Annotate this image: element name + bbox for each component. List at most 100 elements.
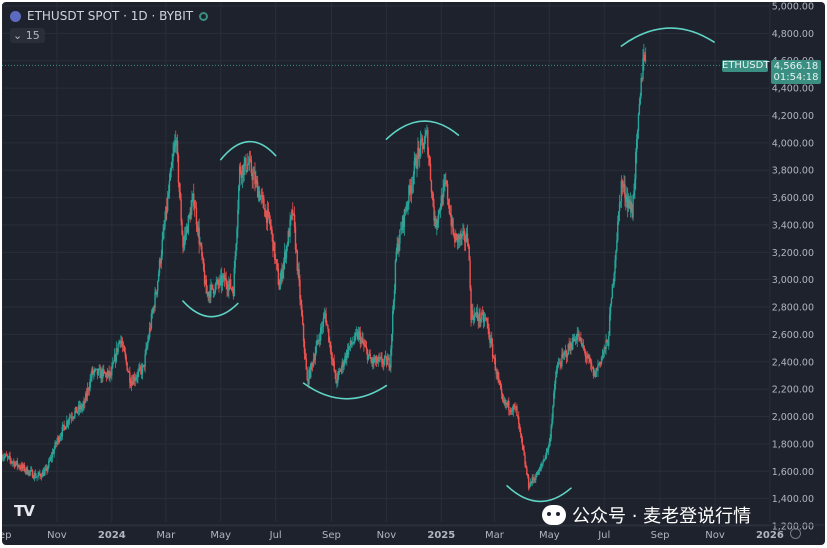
candle-body [322, 318, 325, 327]
chart-header: ETHUSDT SPOT · 1D · BYBIT [10, 9, 209, 23]
candle-body [548, 442, 551, 447]
candle-body [101, 370, 103, 379]
candle-body [251, 173, 253, 180]
candle-body [311, 363, 314, 366]
candle-body [389, 367, 391, 368]
candle-body [31, 469, 33, 471]
candle-body [198, 227, 200, 245]
candle-body [186, 227, 189, 233]
candle-body [187, 215, 190, 233]
candle-body [280, 270, 282, 281]
candle-body [100, 370, 102, 379]
candle-body [521, 438, 524, 446]
candle-body [551, 418, 553, 427]
y-tick-label: 2,000.00 [772, 412, 814, 423]
symbol-badge: ETHUSDT [722, 60, 770, 72]
x-tick-label: Nov [47, 530, 67, 541]
interval-selector[interactable]: ⌄ 15 [10, 28, 45, 43]
candle-body [61, 426, 64, 437]
candle-body [291, 210, 293, 216]
candle-body [168, 180, 171, 193]
candle-body [20, 467, 22, 469]
y-tick-label: 1,200.00 [772, 522, 814, 533]
candle-body [404, 209, 407, 212]
candle-body [202, 258, 205, 271]
candle-body [421, 138, 424, 143]
candle-body [499, 380, 501, 386]
candle-body [494, 358, 497, 371]
candle-body [628, 199, 631, 208]
candle-body [344, 355, 346, 364]
candle-body [121, 344, 124, 347]
candle-body [253, 172, 255, 174]
candle-body [351, 343, 353, 345]
candle-body [56, 440, 58, 445]
candle-body [60, 436, 63, 437]
candle-body [395, 251, 398, 261]
candle-body [415, 157, 417, 168]
candle-body [614, 260, 616, 274]
candle-body [226, 284, 228, 290]
candle-body [15, 460, 18, 464]
candle-body [575, 340, 578, 342]
candle-body [525, 464, 527, 468]
y-tick-label: 3,600.00 [772, 193, 814, 204]
y-tick-label: 3,200.00 [772, 248, 814, 259]
candle-body [95, 368, 98, 370]
candle-body [571, 348, 573, 350]
candle-body [385, 356, 388, 366]
candle-body [382, 363, 384, 365]
candle-body [447, 199, 450, 206]
candle-body [217, 280, 219, 284]
candle-body [537, 469, 540, 475]
candle-body [17, 465, 19, 466]
candle-body [555, 369, 558, 378]
candle-body [233, 267, 235, 297]
candle-body [599, 361, 602, 364]
candle-body [402, 216, 405, 227]
scale-settings-icon[interactable] [790, 528, 801, 539]
candle-body [218, 283, 220, 286]
candle-body [277, 268, 280, 285]
candle-body [239, 166, 242, 174]
candle-body [123, 346, 126, 352]
watermark: 公众号 · 麦老登说行情 [542, 502, 751, 528]
candle-body [237, 209, 239, 229]
candle-body [632, 195, 634, 218]
y-tick-label: 3,800.00 [772, 166, 814, 177]
candle-body [93, 372, 95, 374]
candle-body [396, 243, 398, 252]
candle-body [159, 259, 162, 264]
candle-body [40, 474, 42, 477]
candle-body [175, 140, 178, 146]
candle-body [164, 220, 166, 228]
candle-body [162, 230, 164, 240]
candle-body [227, 289, 229, 291]
candle-body [176, 140, 179, 156]
candle-body [610, 298, 613, 305]
candle-body [300, 299, 302, 305]
y-tick-label: 3,000.00 [772, 275, 814, 286]
candle-body [193, 205, 196, 209]
candle-body [163, 227, 165, 231]
candle-body [635, 139, 638, 153]
candle-body [59, 436, 62, 439]
candle-body [574, 338, 577, 342]
candle-body [507, 401, 509, 405]
candle-body [77, 405, 80, 412]
candle-body [31, 470, 34, 478]
candle-body [449, 213, 452, 215]
candle-body [199, 243, 201, 245]
annotation-arc-5 [620, 27, 715, 47]
candle-body [189, 214, 191, 220]
candle-body [342, 361, 344, 368]
candle-body [87, 388, 90, 391]
candle-body [517, 415, 519, 417]
candle-body [626, 196, 629, 208]
candle-body [589, 358, 591, 363]
candle-body [613, 273, 615, 285]
tradingview-logo[interactable]: TV [14, 502, 35, 520]
candle-body [592, 367, 595, 376]
candle-body [522, 445, 524, 451]
